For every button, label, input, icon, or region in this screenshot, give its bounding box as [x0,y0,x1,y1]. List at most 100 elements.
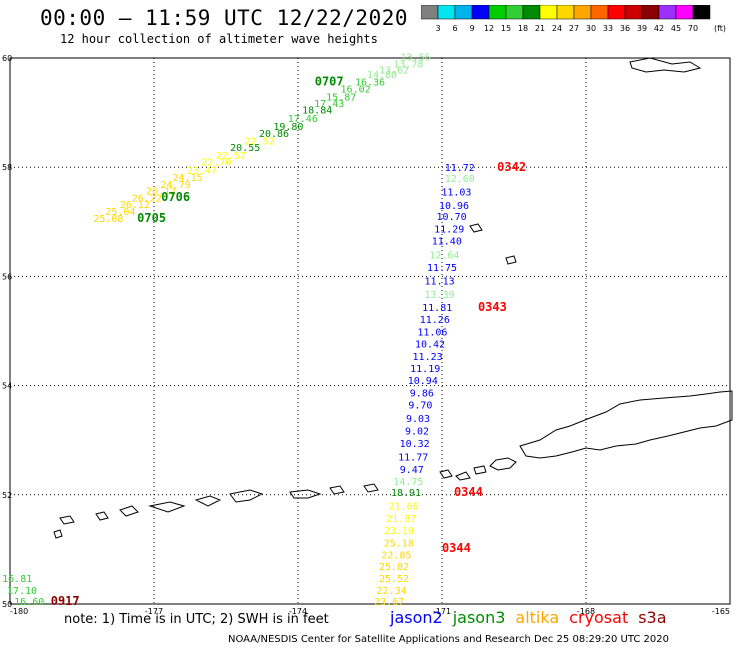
color-scale-tick: 70 [688,24,698,33]
wave-height-label: 11.81 [422,303,452,314]
legend-altika: altika [515,608,560,627]
wave-height-label: 25.82 [379,562,409,573]
y-tick-label: 52 [2,491,12,500]
wave-height-label: 13.39 [425,290,455,301]
wave-height-label: 11.13 [425,277,455,288]
wave-height-label: 10.96 [439,201,469,212]
wave-height-label: 22.70 [201,158,231,169]
coastline-alaska-peninsula [519,390,733,459]
coastline-unimak [489,457,517,471]
pass-time-labels: 0707 0706 0705 0342 0343 0344 0344 0917 [51,74,526,608]
x-tick-label: -168 [577,607,595,616]
wave-height-label: 25.08 [93,214,123,225]
wave-height-label: 11.72 [445,163,475,174]
legend-jason3: jason3 [452,608,506,627]
wave-height-label: 24.79 [161,180,191,191]
wave-height-label: 17.43 [314,99,344,110]
map-grid [9,57,731,605]
x-tick-label: -180 [10,607,28,616]
wave-height-label: 20.55 [230,143,260,154]
color-scale-tick: 42 [654,24,664,33]
axis-tick-labels: -180 -177 -174 -171 -168 -165 50 52 54 56 58 60 [2,54,730,616]
wave-height-label: 22.52 [245,136,275,147]
y-tick-label: 58 [2,163,12,172]
wave-height-label: 26.12 [120,200,150,211]
coastline-nunivak [629,57,702,73]
color-scale-tick: 30 [586,24,596,33]
wave-height-label: 20.86 [259,129,289,140]
x-tick-label: -171 [433,607,451,616]
wave-height-label: 18.91 [391,488,421,499]
wave-height-label: 13.78 [393,59,423,70]
wave-height-label: 13.62 [379,65,409,76]
wave-height-label: 18.84 [302,106,332,117]
legend-jason2: jason2 [390,608,443,627]
wave-height-label: 19.80 [273,122,303,133]
footnote: note: 1) Time is in UTC; 2) SWH is in fe… [64,612,329,627]
map-frame [9,57,731,605]
wave-height-label: 23.47 [187,166,217,177]
wave-height-label: 23.10 [384,526,414,537]
wave-height-label: 26.22 [132,194,162,205]
legend-s3a: s3a [638,608,667,627]
wave-height-label: 23.67 [374,597,404,608]
wave-height-label: 11.23 [413,352,443,363]
wave-height-label: 22.85 [381,551,411,562]
wave-height-label: 22.57 [216,151,246,162]
wave-height-label: 11.75 [427,263,457,274]
wave-height-label: 16.36 [355,77,385,88]
wave-height-label: 11.77 [398,452,428,463]
pass-time-label: 0707 [315,74,344,88]
color-scale-unit: (ft) [714,24,726,33]
x-tick-label: -174 [289,607,307,616]
color-scale-tick: 27 [569,24,579,33]
color-scale-tick: 18 [518,24,528,33]
color-scale-tick: 15 [501,24,511,33]
pass-time-label: 0706 [161,190,190,204]
wave-height-label: 14.80 [367,70,397,81]
pass-time-label: 0344 [454,485,483,499]
wave-height-label: 10.42 [415,339,445,350]
wave-height-label: 13.56 [401,53,431,64]
color-scale-tick: 24 [552,24,562,33]
pass-time-label: 0343 [478,300,507,314]
coastline-pribilof [469,223,517,265]
color-scale-tick: 21 [535,24,545,33]
y-tick-label: 54 [2,382,12,391]
pass-time-label: 0342 [497,160,526,174]
wave-height-label: 9.86 [410,389,434,400]
wave-height-label: 17.46 [288,114,318,125]
page-subtitle: 12 hour collection of altimeter wave hei… [60,32,378,46]
color-scale-tick: 12 [484,24,494,33]
y-tick-label: 60 [2,54,12,63]
coastline-andreanof [289,483,379,499]
wave-height-label: 10.94 [408,376,438,387]
wave-height-label: 25.52 [379,574,409,585]
wave-height-label: 21.87 [386,514,416,525]
color-scale-tick: 36 [620,24,630,33]
color-scale-tick: 9 [469,24,474,33]
wave-height-label: 12.64 [429,250,459,261]
wave-height-label: 16.81 [2,574,32,585]
wave-height-label: 12.60 [445,174,475,185]
wave-height-label: 14.75 [393,477,423,488]
x-tick-label: -177 [145,607,163,616]
wave-height-label: 21.66 [389,502,419,513]
wave-height-tracks: 13.5613.7813.6214.8016.3616.0215.8717.43… [2,53,475,608]
x-tick-label: -165 [712,607,730,616]
color-scale-tick: 39 [637,24,647,33]
color-scale-tick: 3 [435,24,440,33]
wave-height-label: 24.15 [173,173,203,184]
legend-cryosat: cryosat [569,608,629,627]
wave-height-label: 11.40 [432,237,462,248]
wave-height-label: 25.18 [384,539,414,550]
wave-height-label: 16.02 [341,84,371,95]
color-scale-tick: 6 [452,24,457,33]
wave-height-label: 11.06 [417,327,447,338]
coastline-rat-islands [95,489,264,521]
y-tick-label: 56 [2,272,12,281]
wave-height-label: 25.04 [105,207,135,218]
wave-height-label: 10.70 [437,212,467,223]
color-swatch [692,5,711,20]
